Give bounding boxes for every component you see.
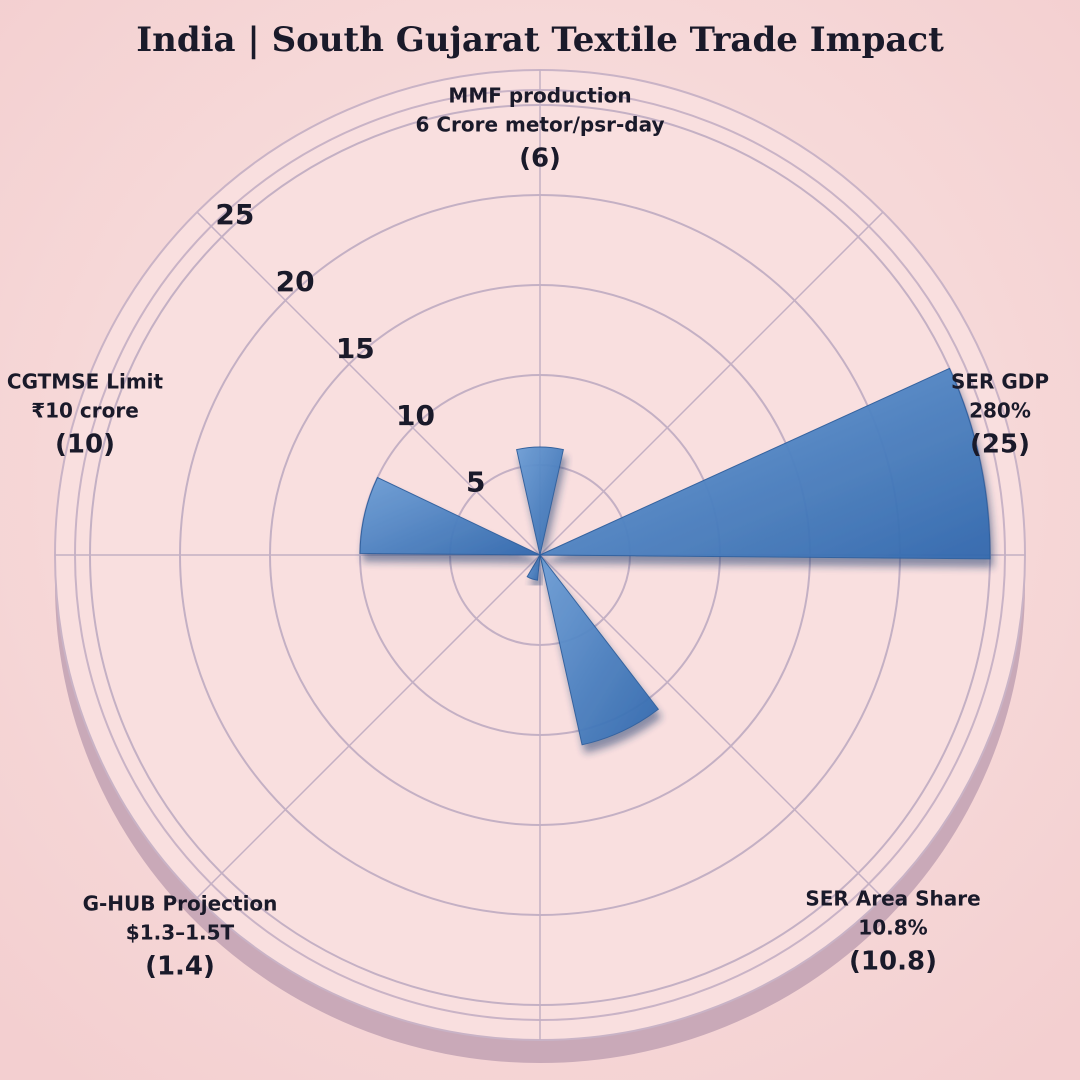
r-tick-label: 15 <box>336 332 375 365</box>
category-label: G-HUB Projection <box>83 892 278 916</box>
wedge <box>516 446 564 556</box>
category-detail: ₹10 crore <box>31 399 139 423</box>
r-tick-label: 5 <box>466 466 485 499</box>
spoke <box>539 211 884 556</box>
wedges <box>359 367 991 746</box>
value-label: (25) <box>970 430 1030 460</box>
category-detail: 6 Crore metor/psr-day <box>415 113 664 137</box>
value-label: (6) <box>519 144 561 174</box>
value-label: (1.4) <box>145 952 215 982</box>
chart-title: India | South Gujarat Textile Trade Impa… <box>136 20 944 60</box>
r-tick-label: 25 <box>215 198 254 231</box>
r-tick-label: 20 <box>276 265 315 298</box>
wedge <box>526 554 541 581</box>
category-detail: 10.8% <box>858 916 927 940</box>
spoke <box>539 554 884 899</box>
category-label: MMF production <box>448 84 631 108</box>
wedge <box>539 367 991 560</box>
spoke <box>196 211 541 556</box>
value-label: (10) <box>55 430 115 460</box>
labels: MMF production 6 Crore metor/psr-day (6) SE… <box>7 84 1049 982</box>
category-label: SER GDP <box>951 370 1049 394</box>
value-label: (10.8) <box>849 947 937 977</box>
category-detail: 280% <box>969 399 1031 423</box>
category-label: CGTMSE Limit <box>7 370 164 394</box>
category-label: SER Area Share <box>805 887 980 911</box>
spoke <box>196 554 541 899</box>
r-tick-label: 10 <box>396 399 435 432</box>
category-detail: $1.3–1.5T <box>126 921 235 945</box>
wedge <box>359 476 541 556</box>
wedge <box>539 554 660 746</box>
